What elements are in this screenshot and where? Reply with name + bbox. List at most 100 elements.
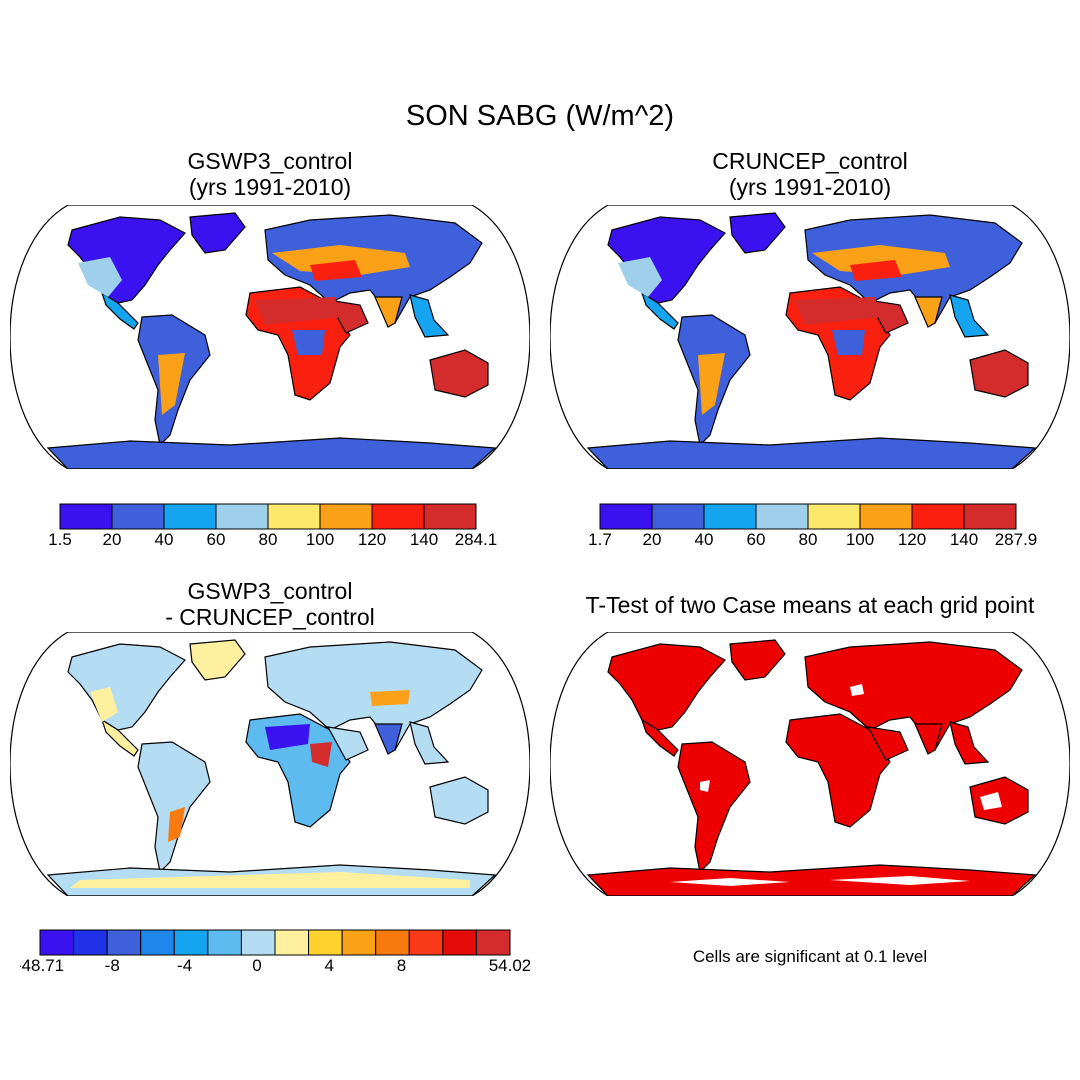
landmass-antarctica	[46, 437, 497, 469]
landmass-india	[374, 296, 403, 328]
panel-title-difference: GSWP3_control - CRUNCEP_control	[165, 578, 375, 631]
panel-title-gswp3: GSWP3_control (yrs 1991-2010)	[187, 148, 353, 201]
value-region	[850, 684, 864, 696]
colorbar-label: 20	[103, 530, 122, 545]
value-region	[70, 872, 470, 888]
colorbar-swatch	[599, 503, 653, 530]
value-region	[850, 260, 902, 281]
map-border	[550, 632, 1070, 896]
colorbar-swatch	[163, 503, 217, 530]
landmass-arabia	[866, 299, 909, 334]
landmass-centralAmerica	[640, 291, 679, 330]
colorbar-swatch	[807, 503, 861, 530]
landmass-southAmerica	[677, 741, 751, 874]
colorbar-swatch	[651, 503, 705, 530]
panel-title-ttest: T-Test of two Case means at each grid po…	[585, 592, 1035, 618]
value-region	[700, 780, 710, 792]
colorbar-swatch	[475, 929, 511, 956]
value-region	[158, 353, 185, 415]
landmass-southAmerica	[137, 741, 211, 874]
value-region	[310, 742, 332, 767]
colorbar-swatch	[111, 503, 165, 530]
colorbar-label: 100	[306, 530, 334, 545]
landmass-india	[374, 723, 403, 755]
colorbar-label: 1.5	[48, 530, 72, 545]
colorbar-label: -8	[105, 956, 120, 975]
landmass-eurasia	[804, 641, 1023, 752]
colorbar-swatch	[423, 503, 477, 530]
map-difference	[10, 632, 530, 896]
colorbar-swatch	[215, 503, 269, 530]
value-region	[670, 878, 790, 886]
colorbar-swatch	[173, 929, 209, 956]
colorbar-label: -48.71	[20, 956, 64, 975]
landmass-arabia	[326, 726, 369, 761]
landmass-centralAmerica	[100, 291, 139, 330]
landmass-india	[914, 723, 943, 755]
colorbar-swatch	[39, 929, 75, 956]
colorbar-label: 40	[155, 530, 174, 545]
value-region	[78, 257, 122, 297]
colorbar-swatch	[59, 503, 113, 530]
landmass-seAsia	[949, 721, 990, 765]
colorbar-label: 287.9	[995, 530, 1038, 545]
value-region	[272, 245, 410, 275]
colorbar-difference: -48.71 -8 -4 0 4 8 54.02	[20, 929, 530, 975]
colorbar-gswp3: 1.5 20 40 60 80 100 120 140 284.1	[48, 503, 497, 545]
value-region	[255, 297, 340, 325]
value-region	[310, 260, 362, 281]
colorbar-label: 140	[950, 530, 978, 545]
landmass-greenland	[189, 639, 246, 681]
map-border	[10, 205, 530, 469]
landmass-australia	[969, 349, 1029, 398]
figure-title: SON SABG (W/m^2)	[405, 100, 675, 132]
value-region	[168, 807, 185, 842]
colorbar-label: 1.7	[588, 530, 612, 545]
landmass-greenland	[729, 212, 786, 254]
map-cruncep	[550, 205, 1070, 469]
colorbar-label: 60	[747, 530, 766, 545]
colorbar-label: 120	[898, 530, 926, 545]
colorbar-label: 8	[397, 956, 406, 975]
colorbar-swatch	[371, 503, 425, 530]
colorbar-swatch	[267, 503, 321, 530]
colorbar-label: 54.02	[489, 956, 530, 975]
colorbar-swatch	[375, 929, 410, 956]
landmass-seAsia	[949, 294, 990, 338]
colorbar-swatch	[73, 929, 108, 956]
landmass-arabia	[326, 299, 369, 334]
landmass-australia	[429, 349, 489, 398]
landmass-greenland	[189, 212, 246, 254]
colorbar-swatch	[319, 503, 373, 530]
colorbar-swatch	[755, 503, 809, 530]
colorbar-swatch	[308, 929, 343, 956]
landmass-india	[914, 296, 943, 328]
colorbar-swatch	[341, 929, 377, 956]
colorbar-swatch	[274, 929, 310, 956]
value-region	[795, 297, 880, 325]
colorbar-label: 60	[207, 530, 226, 545]
value-region	[812, 245, 950, 275]
colorbar-label: 120	[358, 530, 386, 545]
value-region	[265, 724, 310, 750]
landmass-australia	[429, 776, 489, 825]
panel-title-cruncep: CRUNCEP_control (yrs 1991-2010)	[712, 148, 908, 201]
value-region	[698, 353, 725, 415]
map-ttest	[550, 632, 1070, 896]
colorbar-label: 20	[643, 530, 662, 545]
colorbar-swatch	[140, 929, 175, 956]
value-region	[370, 690, 410, 706]
map-border	[10, 632, 530, 896]
map-border	[550, 205, 1070, 469]
colorbar-swatch	[442, 929, 477, 956]
value-region	[292, 330, 325, 355]
landmass-seAsia	[409, 721, 450, 765]
colorbar-label: 0	[252, 956, 261, 975]
colorbar-label: 4	[324, 956, 333, 975]
colorbar-cruncep: 1.7 20 40 60 80 100 120 140 287.9	[588, 503, 1038, 545]
colorbar-swatch	[911, 503, 965, 530]
value-region	[832, 330, 865, 355]
colorbar-swatch	[859, 503, 913, 530]
colorbar-label: -4	[177, 956, 192, 975]
landmass-arabia	[866, 726, 909, 761]
